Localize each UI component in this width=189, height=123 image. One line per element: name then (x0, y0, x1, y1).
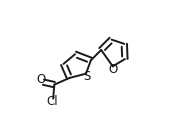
Text: O: O (36, 73, 45, 86)
Text: S: S (84, 70, 91, 83)
Text: O: O (108, 63, 117, 76)
Text: Cl: Cl (47, 95, 58, 108)
